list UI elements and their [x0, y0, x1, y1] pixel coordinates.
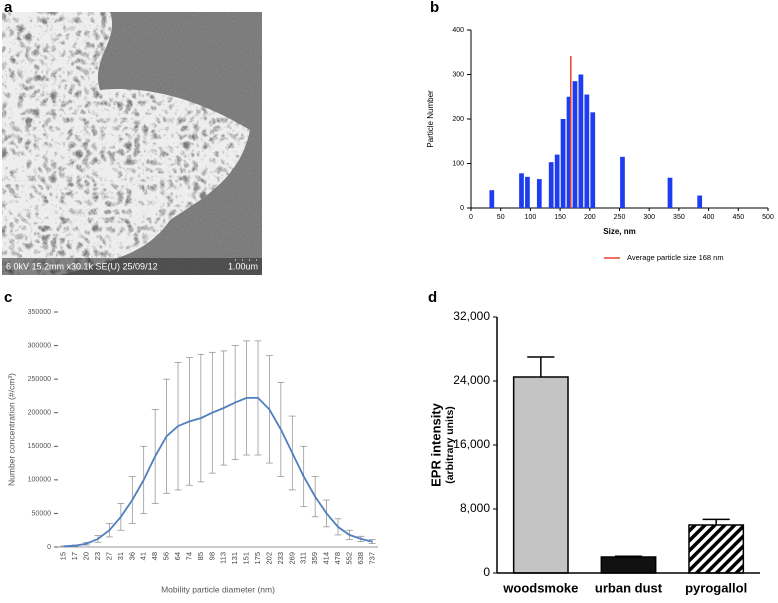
x-tick-label: 200 — [584, 214, 596, 221]
y-tick-label: 50000 — [32, 510, 52, 517]
x-tick-label: 311 — [299, 552, 308, 564]
x-tick-label: 478 — [333, 552, 342, 565]
y-tick-label: 200000 — [28, 410, 51, 417]
histogram-bar — [667, 177, 673, 208]
x-tick-label: 269 — [287, 552, 296, 565]
x-tick-label: 250 — [614, 214, 626, 221]
panel-label: c — [4, 289, 12, 306]
x-tick-label: 400 — [703, 214, 715, 221]
y-axis-note: (arbitrary units) — [444, 406, 456, 484]
histogram-bar — [554, 154, 560, 208]
x-tick-label: 500 — [762, 214, 774, 221]
y-axis-label: Particle Number — [426, 90, 435, 148]
x-tick-label: 15 — [59, 552, 68, 560]
x-tick-label: 350 — [673, 214, 685, 221]
x-tick-label: 359 — [310, 552, 319, 565]
x-tick-label: 50 — [497, 214, 505, 221]
x-tick-label: 31 — [116, 552, 125, 560]
y-tick-label: 150000 — [28, 443, 51, 450]
y-tick-label: 200 — [452, 116, 464, 123]
y-tick-label: 100 — [452, 160, 464, 167]
x-tick-label: 300 — [643, 214, 655, 221]
y-axis-label: Number concentration (#/cm³) — [6, 373, 16, 486]
x-tick-label: 131 — [230, 552, 239, 565]
scale-bar-label: 1.00um — [228, 261, 258, 271]
y-tick-label: 32,000 — [453, 309, 490, 323]
histogram-bar — [525, 176, 530, 208]
x-tick-label: woodsmoke — [502, 580, 578, 595]
x-axis-label: Mobility particle diameter (nm) — [161, 584, 275, 594]
x-tick-label: 64 — [173, 552, 182, 560]
x-tick-label: 100 — [525, 214, 537, 221]
y-tick-label: 0 — [483, 565, 490, 579]
x-tick-label: 36 — [127, 552, 136, 560]
x-tick-label: 41 — [139, 552, 148, 560]
y-tick-label: 0 — [460, 205, 464, 212]
x-tick-label: 737 — [367, 552, 376, 565]
y-tick-label: 300000 — [28, 342, 51, 349]
x-tick-label: 48 — [150, 552, 159, 560]
histogram-bar — [519, 173, 524, 208]
x-tick-label: 0 — [469, 214, 473, 221]
x-tick-label: 17 — [70, 552, 79, 560]
x-tick-label: pyrogallol — [685, 580, 747, 595]
legend-label: Average particle size 168 nm — [627, 253, 724, 262]
histogram-bar — [590, 112, 596, 208]
series-line — [63, 397, 373, 548]
histogram-bar — [578, 74, 584, 208]
y-tick-label: 8,000 — [460, 501, 490, 515]
x-tick-label: 150 — [554, 214, 566, 221]
sem-caption: 6.0kV 15.2mm x30.1k SE(U) 25/09/12 — [6, 261, 158, 271]
x-tick-label: 98 — [207, 552, 216, 560]
x-tick-label: 552 — [344, 552, 353, 565]
histogram-bar — [584, 94, 590, 208]
y-tick-label: 300 — [452, 71, 464, 78]
x-tick-label: urban dust — [595, 580, 663, 595]
y-tick-label: 100000 — [28, 477, 51, 484]
x-tick-label: 151 — [242, 552, 251, 565]
y-tick-label: 400 — [452, 27, 464, 34]
histogram-bar — [620, 156, 625, 208]
y-tick-label: 250000 — [28, 376, 51, 383]
y-tick-label: 350000 — [28, 309, 51, 316]
histogram-bar — [572, 81, 578, 208]
y-tick-label: 24,000 — [453, 373, 490, 387]
bar — [688, 524, 745, 574]
histogram-bar — [566, 96, 572, 208]
histogram-bar — [548, 162, 554, 208]
x-tick-label: 450 — [732, 214, 744, 221]
x-tick-label: 233 — [276, 552, 285, 565]
x-tick-label: 56 — [162, 552, 171, 560]
bar — [512, 376, 569, 574]
x-tick-label: 175 — [253, 552, 262, 565]
histogram-bar — [536, 179, 542, 208]
histogram-bar — [560, 119, 566, 208]
sem-image: 6.0kV 15.2mm x30.1k SE(U) 25/09/12 1.00u… — [2, 12, 262, 275]
x-tick-label: 20 — [82, 552, 91, 560]
y-tick-label: 0 — [47, 544, 51, 551]
panel-label: a — [4, 0, 13, 16]
bar — [600, 556, 657, 574]
x-tick-label: 113 — [219, 552, 228, 564]
x-tick-label: 638 — [356, 552, 365, 565]
x-tick-label: 74 — [184, 552, 193, 560]
x-tick-label: 85 — [196, 552, 205, 560]
x-tick-label: 414 — [322, 552, 331, 565]
y-axis-label: EPR intensity — [428, 402, 443, 487]
x-tick-label: 202 — [264, 552, 273, 565]
x-tick-label: 27 — [104, 552, 113, 560]
x-axis-label: Size, nm — [603, 227, 635, 236]
panel-label: b — [430, 0, 439, 16]
x-tick-label: 23 — [93, 552, 102, 560]
histogram-bar — [489, 190, 495, 208]
histogram-bar — [697, 195, 703, 208]
y-tick-label: 16,000 — [453, 437, 490, 451]
panel-label: d — [428, 289, 437, 306]
